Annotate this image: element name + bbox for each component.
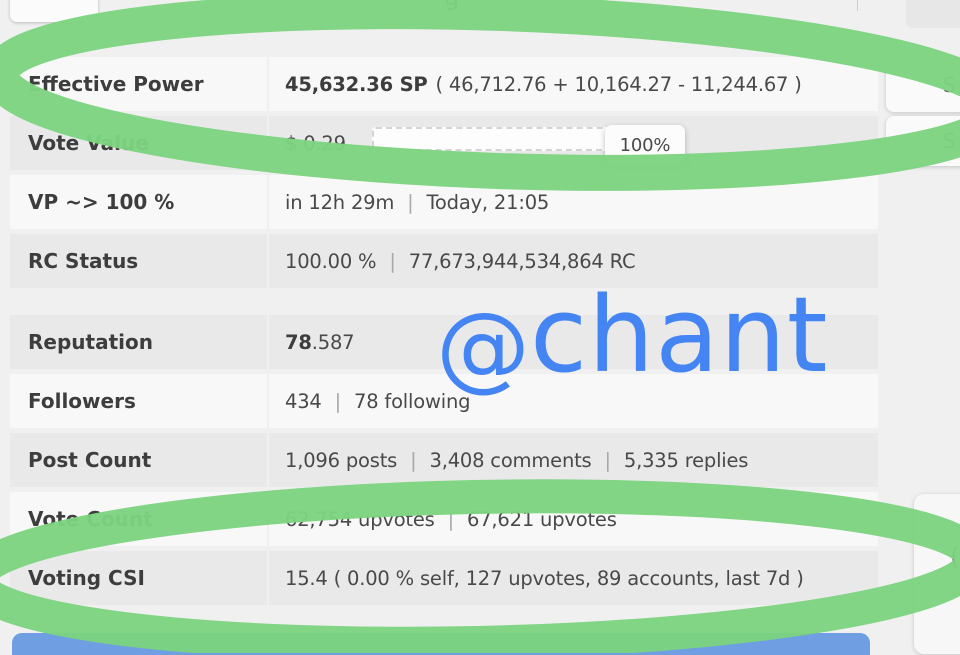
followers-label: Followers [28,389,136,413]
reputation-label: Reputation [28,330,153,354]
vote-weight-value: 100% [619,134,671,156]
posts-count: 1,096 posts [285,448,398,472]
table-row-post-count: Post Count 1,096 posts | 3,408 comments … [10,433,878,487]
partial-letter-g: g [444,0,459,11]
table-row-vote-count: Vote Count 62,754 upvotes | 67,621 upvot… [10,492,878,546]
row-value: $ 0.29 100% [269,116,878,170]
followers-count: 434 [285,389,322,413]
header-divider [857,0,858,11]
row-value: 15.4 ( 0.00 % self, 127 upvotes, 89 acco… [269,551,878,605]
right-rail-button-1-label: S [943,73,956,97]
voting-csi-value: 15.4 ( 0.00 % self, 127 upvotes, 89 acco… [285,566,804,590]
bottom-section-header-bar[interactable] [12,633,870,655]
upvotes-given: 67,621 upvotes [467,507,617,531]
table-row-followers: Followers 434 | 78 following [10,374,878,428]
vp-time: Today, 21:05 [426,190,550,214]
reputation-integer: 78 [285,330,312,354]
top-partial-button[interactable]: y [10,0,98,22]
table-row-reputation: Reputation 78 .587 [10,315,878,369]
row-label: Vote Value [10,116,267,170]
rc-percent: 100.00 % [285,249,377,273]
right-rail-card[interactable]: ( [914,494,960,654]
right-rail-button-2[interactable]: S [886,116,960,166]
vp-label: VP ~> 100 % [28,190,175,214]
row-value: 78 .587 [269,315,878,369]
table-row-effective-power: Effective Power 45,632.36 SP ( 46,712.76… [10,57,878,111]
row-label: VP ~> 100 % [10,175,267,229]
post-count-label: Post Count [28,448,152,472]
divider: | [407,190,414,214]
divider: | [334,389,342,413]
divider: | [604,448,612,472]
effective-power-breakdown: ( 46,712.76 + 10,164.27 - 11,244.67 ) [435,72,802,96]
row-value: 62,754 upvotes | 67,621 upvotes [269,492,878,546]
row-label: RC Status [10,234,267,288]
row-label: Voting CSI [10,551,267,605]
row-label: Reputation [10,315,267,369]
replies-count: 5,335 replies [623,448,749,472]
divider: | [389,249,396,273]
vote-value-label: Vote Value [28,131,149,155]
row-value: 1,096 posts | 3,408 comments | 5,335 rep… [269,433,878,487]
reputation-decimals: .587 [311,330,355,354]
username-watermark: @ chant [436,274,829,396]
row-label: Vote Count [10,492,267,546]
partial-paren: ( [950,542,960,572]
voting-csi-label: Voting CSI [28,566,145,590]
divider: | [447,507,455,531]
table-row-rc-status: RC Status 100.00 % | 77,673,944,534,864 … [10,234,878,288]
top-right-partial-button[interactable] [906,0,960,28]
following-count: 78 following [354,389,471,413]
row-value: 100.00 % | 77,673,944,534,864 RC [269,234,878,288]
upvotes-received: 62,754 upvotes [285,507,435,531]
username-text: chant [530,274,829,396]
row-label: Effective Power [10,57,267,111]
table-row-vote-value: Vote Value $ 0.29 100% [10,116,878,170]
vp-countdown: in 12h 29m [285,190,395,214]
right-rail-button-2-label: S [943,129,956,153]
rc-amount: 77,673,944,534,864 RC [408,249,636,273]
right-rail-button-1[interactable]: S [886,58,960,112]
vote-count-label: Vote Count [28,507,153,531]
comments-count: 3,408 comments [429,448,592,472]
rc-status-label: RC Status [28,249,139,273]
row-value: 45,632.36 SP ( 46,712.76 + 10,164.27 - 1… [269,57,878,111]
row-value: 434 | 78 following [269,374,878,428]
divider: | [410,448,417,472]
table-row-voting-csi: Voting CSI 15.4 ( 0.00 % self, 127 upvot… [10,551,878,605]
table-row-vp-recharge: VP ~> 100 % in 12h 29m | Today, 21:05 [10,175,878,229]
row-label: Followers [10,374,267,428]
row-label: Post Count [10,433,267,487]
effective-power-value: 45,632.36 SP [285,72,428,96]
vote-weight-chip[interactable]: 100% [605,125,685,165]
row-value: in 12h 29m | Today, 21:05 [269,175,878,229]
vote-value-amount: $ 0.29 [285,131,346,155]
effective-power-label: Effective Power [28,72,204,96]
at-sign: @ [436,293,530,402]
